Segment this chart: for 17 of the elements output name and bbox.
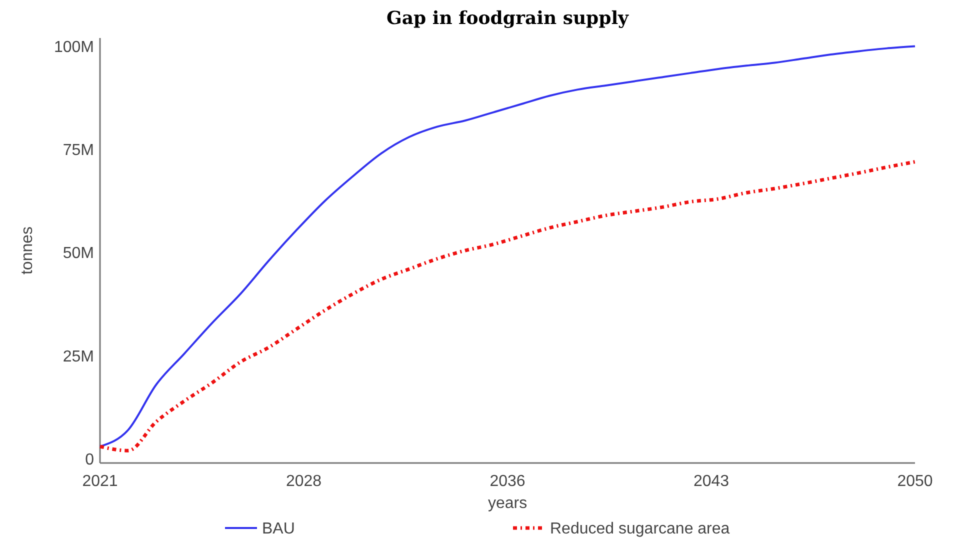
- y-tick-label: 0: [85, 451, 94, 468]
- line-series: [99, 45, 916, 448]
- x-tick-label: 2036: [490, 473, 526, 490]
- x-axis-title: years: [488, 495, 528, 512]
- x-tick-label: 2043: [693, 473, 730, 490]
- y-tick-label: 25M: [62, 348, 94, 366]
- legend-label: BAU: [262, 520, 295, 538]
- chart-title: Gap in foodgrain supply: [386, 8, 630, 29]
- legend-label: Reduced sugarcane area: [550, 520, 730, 538]
- y-tick-label: 100M: [54, 38, 94, 56]
- x-tick-label: 2021: [82, 473, 118, 490]
- y-tick-label: 50M: [62, 245, 94, 262]
- x-tick-label: 2050: [897, 473, 933, 490]
- y-tick-label: 75M: [62, 142, 94, 160]
- line-series: [98, 160, 917, 452]
- x-tick-label: 2028: [286, 473, 322, 490]
- y-axis-title: tonnes: [19, 226, 36, 275]
